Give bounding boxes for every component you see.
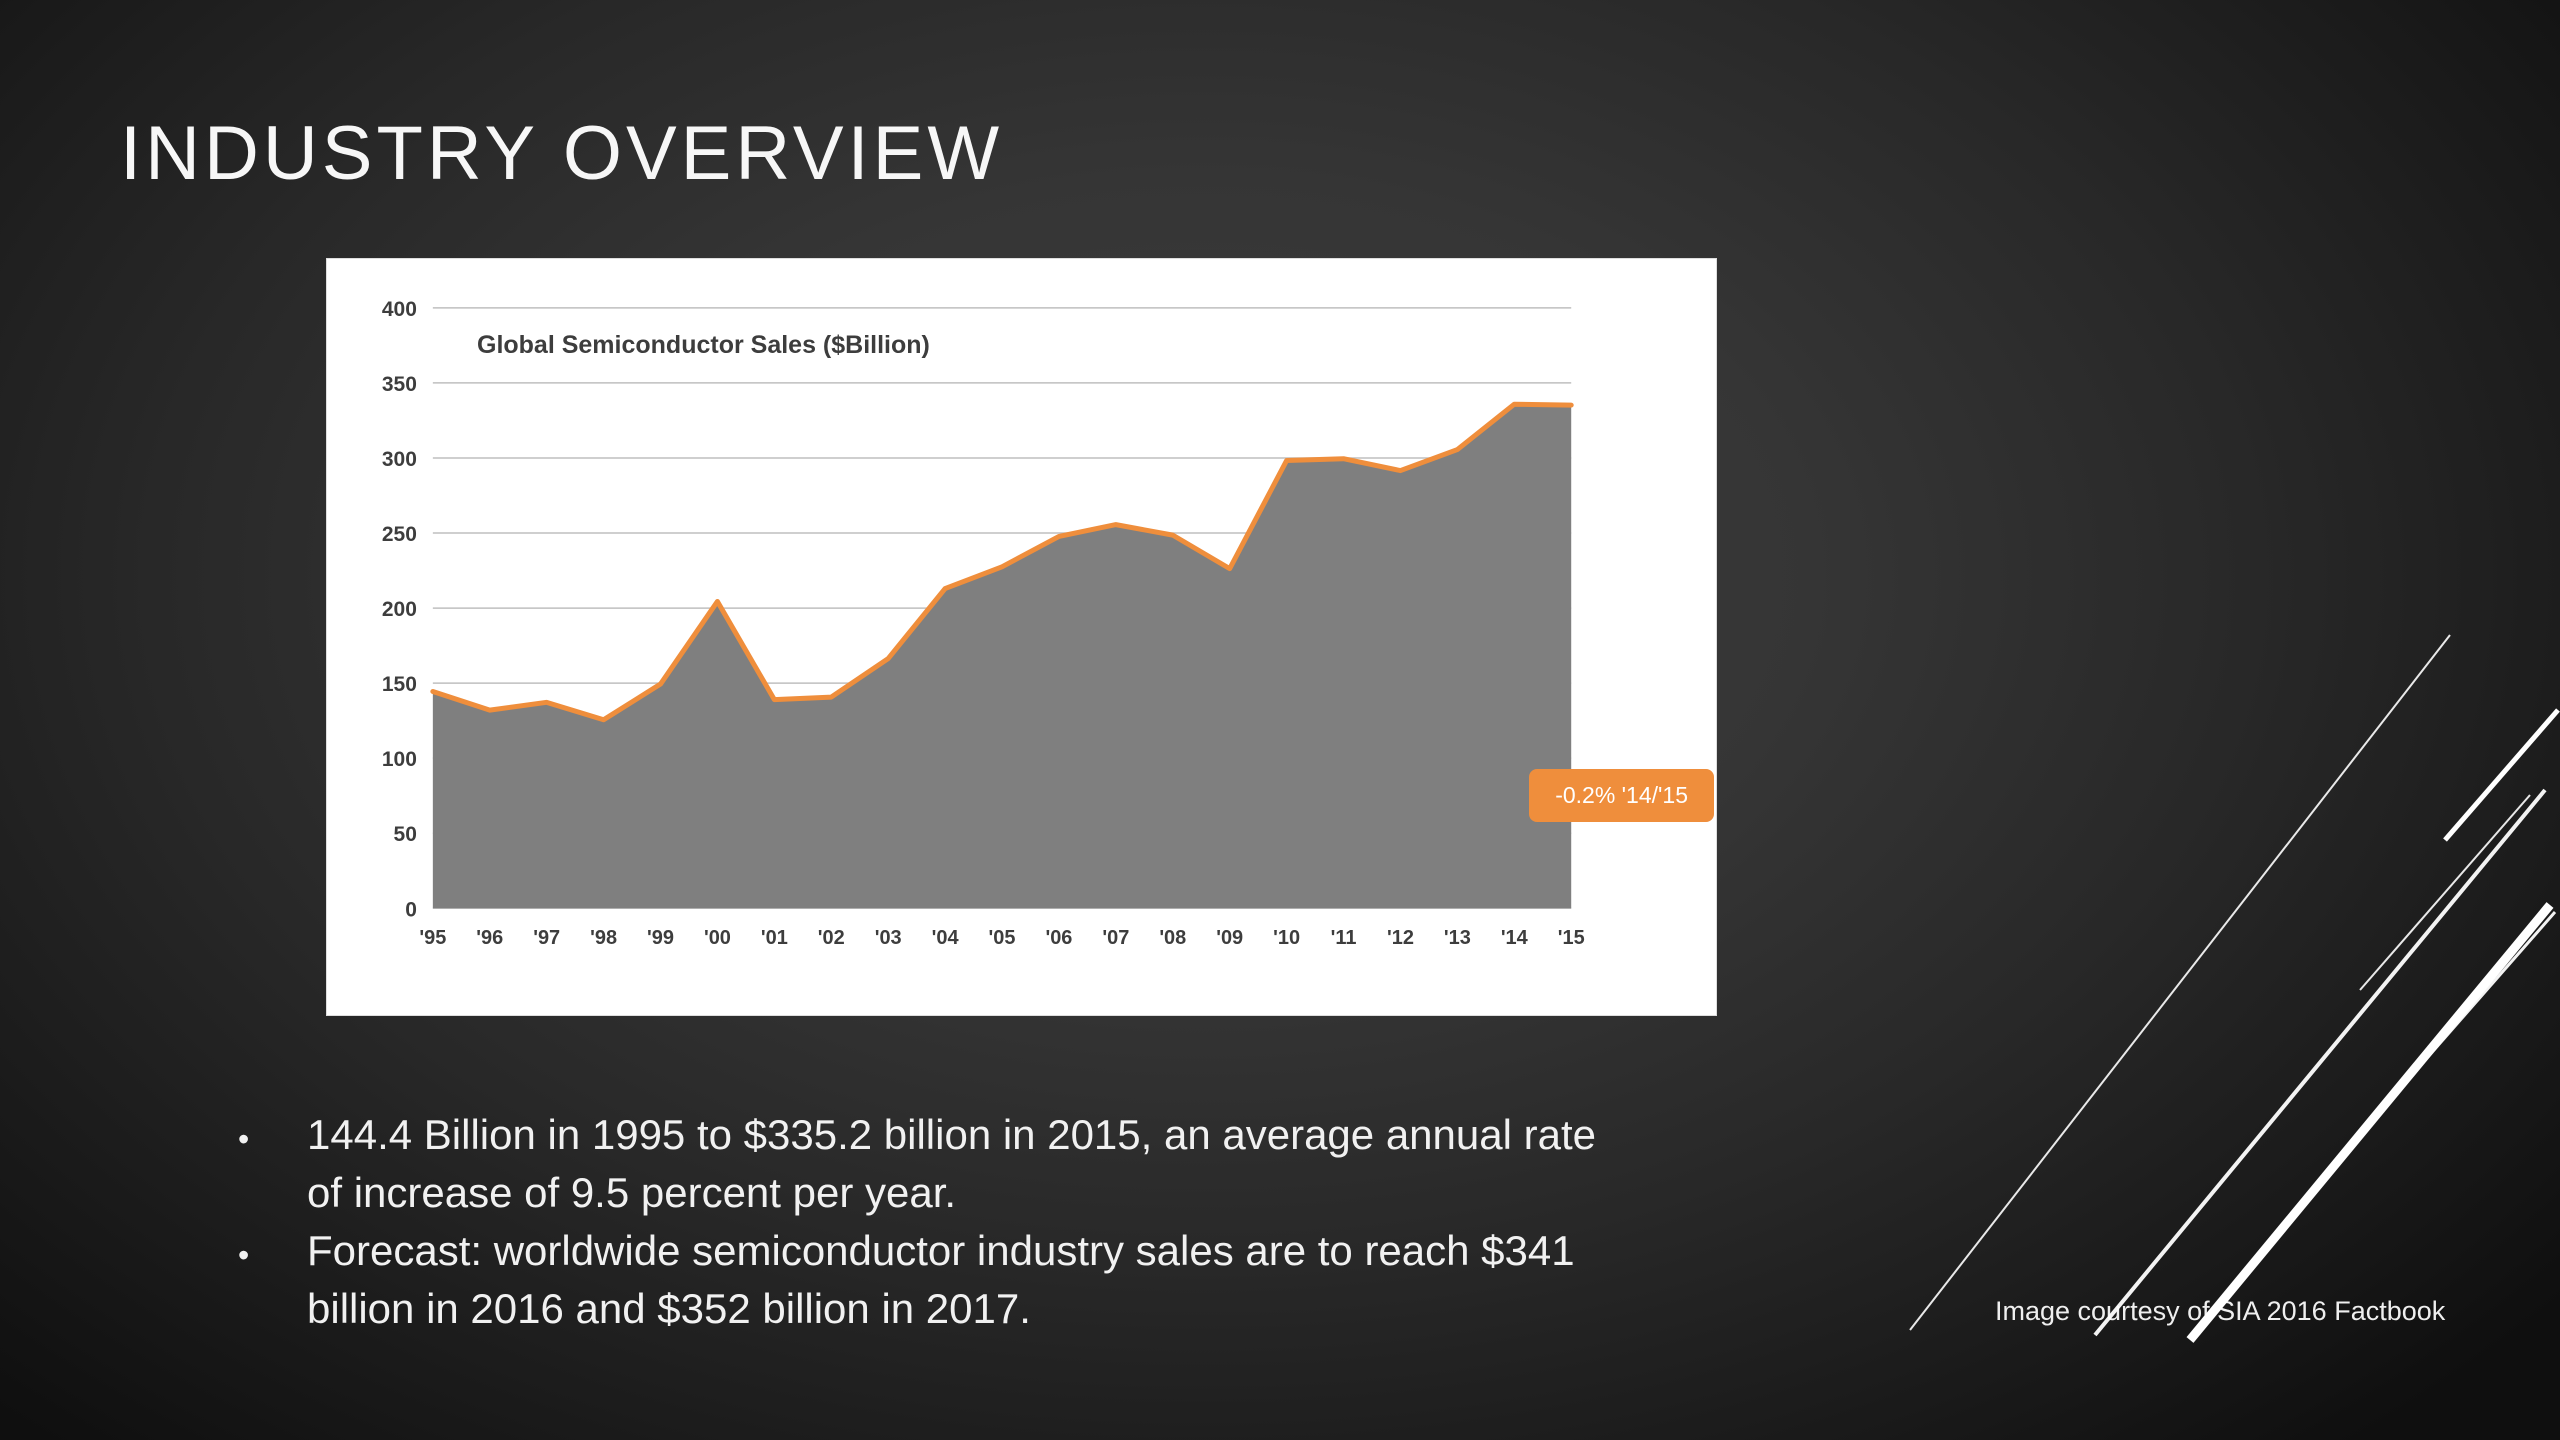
svg-text:50: 50: [394, 823, 417, 846]
svg-text:'99: '99: [647, 927, 674, 949]
svg-text:200: 200: [382, 598, 417, 621]
sales-chart-card: 0 50 100 150 200 250 300 350 400 '95 '96 '97 '98 '99 '…: [326, 258, 1717, 1016]
slide-title: INDUSTRY OVERVIEW: [120, 111, 1004, 196]
svg-text:'00: '00: [704, 927, 731, 949]
svg-text:100: 100: [382, 748, 417, 771]
bullet-text: 144.4 Billion in 1995 to $335.2 billion …: [307, 1111, 1596, 1216]
svg-text:'96: '96: [476, 927, 503, 949]
svg-text:0: 0: [405, 898, 417, 921]
svg-text:'10: '10: [1273, 927, 1300, 949]
chart-title: Global Semiconductor Sales ($Billion): [477, 331, 930, 359]
bullet-item: • 144.4 Billion in 1995 to $335.2 billio…: [238, 1106, 1597, 1222]
svg-text:'03: '03: [875, 927, 902, 949]
svg-text:400: 400: [382, 298, 417, 321]
svg-text:'11: '11: [1331, 927, 1357, 949]
svg-text:'13: '13: [1444, 927, 1471, 949]
bullet-item: • Forecast: worldwide semiconductor indu…: [238, 1222, 1597, 1338]
bullet-list: • 144.4 Billion in 1995 to $335.2 billio…: [238, 1106, 1597, 1338]
svg-text:'95: '95: [419, 927, 446, 949]
svg-text:'05: '05: [989, 927, 1016, 949]
svg-text:'14: '14: [1501, 927, 1528, 949]
svg-text:'98: '98: [590, 927, 617, 949]
annotation-badge: -0.2% '14/'15: [1529, 769, 1714, 822]
svg-text:'02: '02: [818, 927, 845, 949]
svg-text:350: 350: [382, 373, 417, 396]
svg-text:'97: '97: [533, 927, 560, 949]
svg-text:'04: '04: [932, 927, 959, 949]
bullet-marker: •: [238, 1121, 250, 1157]
svg-text:'01: '01: [761, 927, 788, 949]
bullet-text: Forecast: worldwide semiconductor indust…: [307, 1227, 1575, 1332]
svg-text:'06: '06: [1045, 927, 1072, 949]
area-chart: 0 50 100 150 200 250 300 350 400 '95 '96 '97 '98 '99 '…: [382, 298, 1585, 949]
svg-text:'12: '12: [1387, 927, 1414, 949]
bullet-marker: •: [238, 1237, 250, 1273]
decorative-lines: [1909, 634, 2560, 1343]
svg-text:'15: '15: [1558, 927, 1585, 949]
svg-text:'09: '09: [1216, 927, 1243, 949]
svg-text:250: 250: [382, 523, 417, 546]
svg-text:'08: '08: [1159, 927, 1186, 949]
svg-text:300: 300: [382, 448, 417, 471]
svg-text:150: 150: [382, 673, 417, 696]
svg-text:'07: '07: [1102, 927, 1129, 949]
